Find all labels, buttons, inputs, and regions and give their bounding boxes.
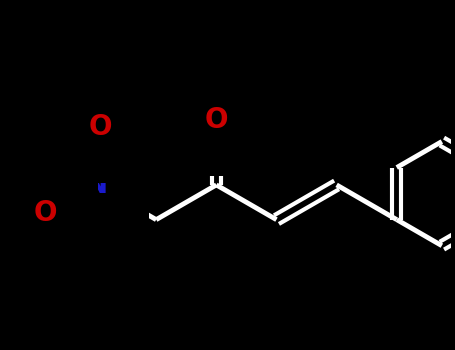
Text: N: N bbox=[85, 171, 108, 199]
Text: O: O bbox=[89, 113, 112, 141]
Text: O: O bbox=[205, 106, 228, 134]
Text: O: O bbox=[33, 199, 57, 228]
